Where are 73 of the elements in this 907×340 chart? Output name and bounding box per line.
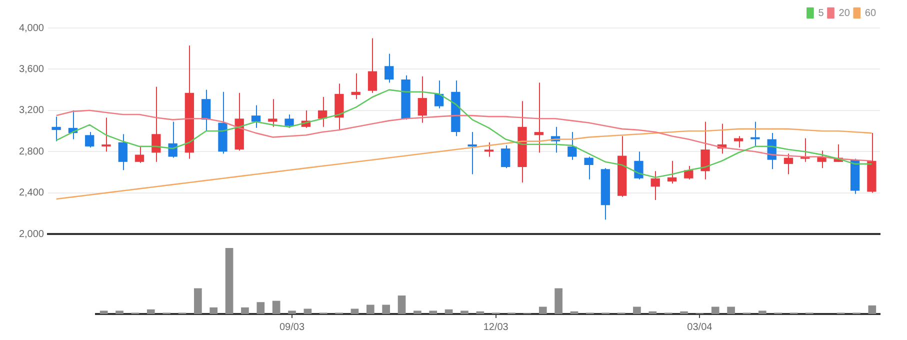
candlestick	[700, 121, 710, 180]
candlestick	[351, 72, 360, 100]
candlestick	[268, 98, 278, 128]
candlestick	[734, 136, 744, 148]
bar	[570, 311, 578, 314]
x-tick-label: 09/03	[279, 322, 305, 333]
bar	[414, 310, 422, 314]
candlestick	[484, 142, 494, 158]
bar	[194, 288, 202, 314]
bar	[538, 306, 547, 314]
candlestick	[368, 38, 378, 94]
candlestick	[251, 104, 261, 128]
y-tick-label: 2,400	[18, 188, 44, 199]
bar	[241, 307, 249, 314]
bar	[711, 306, 720, 314]
candlestick	[152, 86, 161, 162]
candlestick	[501, 144, 510, 169]
bar	[304, 308, 312, 314]
bar	[648, 311, 657, 314]
y-tick-label: 2,800	[18, 146, 44, 158]
bar	[727, 306, 735, 314]
bar	[382, 304, 390, 314]
bar	[116, 310, 124, 314]
candlestick	[418, 76, 427, 124]
bar	[680, 311, 688, 314]
bar	[444, 309, 453, 314]
bar	[476, 311, 484, 314]
candlestick	[52, 116, 61, 142]
legend-label: 20	[838, 8, 850, 19]
bar	[758, 310, 766, 314]
legend-label: 5	[818, 8, 824, 19]
candlestick	[667, 160, 677, 184]
bar	[100, 310, 108, 314]
candlestick	[634, 151, 644, 180]
bar	[256, 302, 265, 314]
candlestick	[118, 134, 128, 171]
candlestick	[384, 53, 394, 84]
bar	[460, 310, 468, 314]
x-tick-label: 03/04	[687, 322, 713, 333]
bar	[633, 306, 641, 314]
candlestick	[750, 121, 760, 147]
candlestick	[568, 132, 577, 160]
candlestick	[534, 82, 544, 154]
legend-label: 60	[864, 8, 876, 19]
candlestick	[584, 156, 594, 180]
bar	[146, 309, 155, 314]
bar	[350, 308, 359, 314]
x-tick-label: 12/03	[483, 322, 509, 333]
candlestick	[202, 89, 211, 132]
candlestick	[334, 83, 344, 130]
bar	[288, 310, 296, 314]
candlestick	[468, 132, 477, 175]
bar	[225, 248, 234, 314]
candlestick	[784, 153, 794, 175]
bar	[366, 304, 374, 314]
candlestick	[684, 166, 694, 180]
bar	[398, 296, 406, 314]
bar	[210, 307, 218, 314]
bar	[554, 288, 562, 314]
y-tick-label: 4,000	[18, 22, 44, 34]
candlestick	[102, 117, 111, 152]
bar	[868, 305, 876, 314]
candlestick	[434, 80, 444, 109]
candlestick	[168, 121, 178, 158]
candlestick	[650, 170, 660, 201]
candlestick	[284, 114, 294, 128]
bar	[272, 300, 280, 314]
bar	[429, 310, 438, 314]
y-tick-label: 3,200	[18, 105, 44, 116]
candlestick	[85, 132, 94, 148]
candlestick	[134, 146, 144, 164]
y-tick-label: 2,000	[18, 228, 44, 240]
y-tick-label: 3,600	[18, 64, 44, 75]
